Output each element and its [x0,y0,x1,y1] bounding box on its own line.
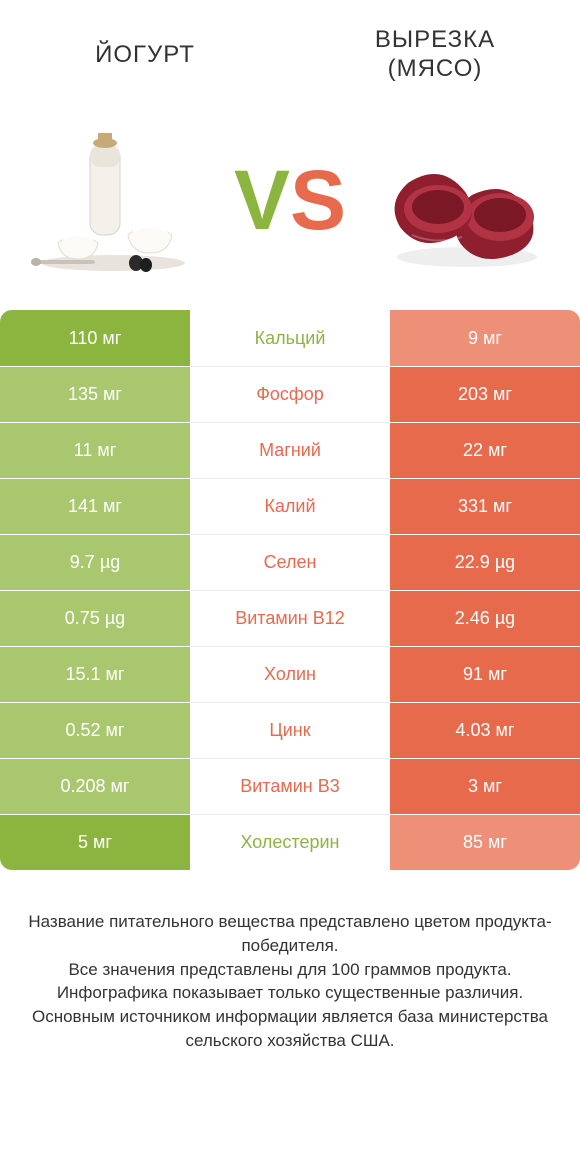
table-row: 0.208 мгВитамин B33 мг [0,758,580,814]
nutrient-label: Холин [190,646,390,702]
value-left: 5 мг [0,814,190,870]
value-left: 15.1 мг [0,646,190,702]
nutrient-label: Кальций [190,310,390,366]
value-left: 11 мг [0,422,190,478]
value-right: 22 мг [390,422,580,478]
header-left: ЙОГУРТ [0,41,290,70]
nutrient-label: Фосфор [190,366,390,422]
nutrient-label: Магний [190,422,390,478]
table-row: 135 мгФосфор203 мг [0,366,580,422]
vs-v: V [234,158,290,242]
footer-notes: Название питательного вещества представл… [0,870,580,1073]
table-row: 0.75 µgВитамин B122.46 µg [0,590,580,646]
footer-line: Все значения представлены для 100 граммо… [20,958,560,982]
value-left: 0.52 мг [0,702,190,758]
footer-line: Инфографика показывает только существенн… [20,981,560,1005]
value-left: 141 мг [0,478,190,534]
comparison-table: 110 мгКальций9 мг135 мгФосфор203 мг11 мг… [0,310,580,870]
table-row: 11 мгМагний22 мг [0,422,580,478]
yogurt-illustration [28,125,198,275]
nutrient-label: Селен [190,534,390,590]
header-row: ЙОГУРТ ВЫРЕЗКА (МЯСО) [0,0,580,110]
footer-line: Основным источником информации является … [20,1005,560,1053]
hero-row: VS [0,110,580,310]
value-left: 135 мг [0,366,190,422]
value-left: 110 мг [0,310,190,366]
nutrient-label: Цинк [190,702,390,758]
value-right: 3 мг [390,758,580,814]
table-row: 15.1 мгХолин91 мг [0,646,580,702]
value-right: 203 мг [390,366,580,422]
table-row: 141 мгКалий331 мг [0,478,580,534]
value-right: 22.9 µg [390,534,580,590]
vs-label: VS [234,158,346,242]
value-right: 2.46 µg [390,590,580,646]
header-right: ВЫРЕЗКА (МЯСО) [290,26,580,84]
nutrient-label: Витамин B12 [190,590,390,646]
table-row: 9.7 µgСелен22.9 µg [0,534,580,590]
nutrient-label: Калий [190,478,390,534]
value-right: 331 мг [390,478,580,534]
table-row: 0.52 мгЦинк4.03 мг [0,702,580,758]
value-right: 85 мг [390,814,580,870]
footer-line: Название питательного вещества представл… [20,910,560,958]
value-left: 0.208 мг [0,758,190,814]
nutrient-label: Витамин B3 [190,758,390,814]
value-left: 0.75 µg [0,590,190,646]
value-right: 4.03 мг [390,702,580,758]
value-right: 9 мг [390,310,580,366]
meat-illustration [382,125,552,275]
vs-s: S [290,158,346,242]
nutrient-label: Холестерин [190,814,390,870]
value-right: 91 мг [390,646,580,702]
table-row: 5 мгХолестерин85 мг [0,814,580,870]
table-row: 110 мгКальций9 мг [0,310,580,366]
value-left: 9.7 µg [0,534,190,590]
